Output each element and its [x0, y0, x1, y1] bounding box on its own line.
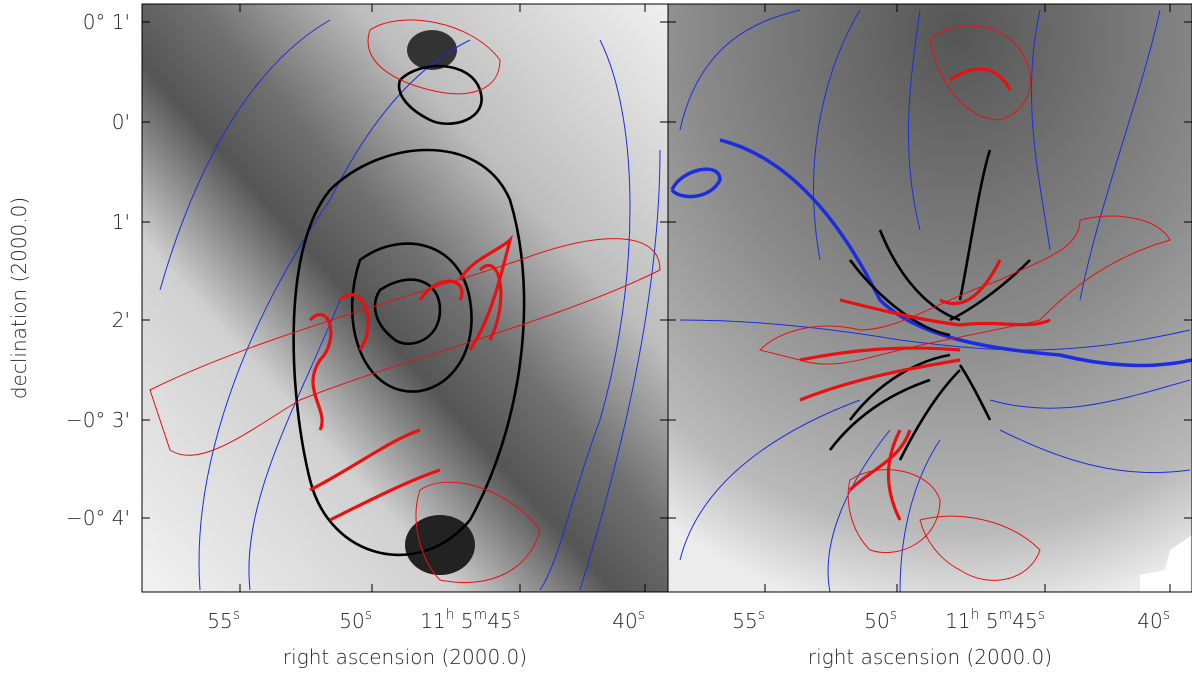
tick-number: 55	[207, 609, 232, 633]
x-tick-label: 40s	[612, 607, 645, 633]
tick-number: 55	[732, 609, 757, 633]
x-tick-label: 11h 5m45s	[420, 607, 520, 633]
x-axis-label: right ascension (2000.0)	[808, 645, 1052, 669]
tick-number: 5	[980, 609, 999, 633]
tick-unit: s	[638, 607, 645, 623]
tick-unit: s	[758, 607, 765, 623]
tick-number: 50	[339, 609, 364, 633]
tick-number: 11	[420, 609, 445, 633]
tick-number: 50	[864, 609, 889, 633]
tick-unit: s	[1163, 607, 1170, 623]
y-tick-label: −0° 3'	[66, 408, 130, 432]
tick-unit: s	[890, 607, 897, 623]
tick-unit: s	[1038, 607, 1045, 623]
x-tick-label: 55s	[207, 607, 240, 633]
page: {"y_axis": {"label": "declination (2000.…	[0, 0, 1192, 678]
y-tick-label: −0° 4'	[66, 506, 130, 530]
tick-number: 11	[945, 609, 970, 633]
tick-unit: s	[365, 607, 372, 623]
right-image	[668, 4, 1192, 592]
tick-unit: h	[446, 607, 455, 623]
tick-number: 45	[1012, 609, 1037, 633]
x-tick-label: 11h 5m45s	[945, 607, 1045, 633]
figure: declination (2000.0) right ascension (20…	[0, 0, 1192, 678]
y-tick-label: 0'	[112, 110, 130, 134]
tick-number: 40	[1137, 609, 1162, 633]
tick-unit: h	[971, 607, 980, 623]
x-tick-label: 55s	[732, 607, 765, 633]
left-image	[142, 4, 668, 592]
x-tick-label: 50s	[864, 607, 897, 633]
x-axis-label: right ascension (2000.0)	[283, 645, 527, 669]
tick-unit: m	[474, 607, 488, 623]
x-tick-label: 50s	[339, 607, 372, 633]
tick-unit: s	[233, 607, 240, 623]
y-axis-label: declination (2000.0)	[7, 197, 31, 399]
tick-unit: m	[999, 607, 1013, 623]
tick-number: 40	[612, 609, 637, 633]
y-tick-label: 2'	[112, 308, 130, 332]
tick-number: 45	[487, 609, 512, 633]
x-tick-label: 40s	[1137, 607, 1170, 633]
y-tick-label: 0° 1'	[83, 10, 130, 34]
tick-unit: s	[513, 607, 520, 623]
y-tick-label: 1'	[112, 210, 130, 234]
tick-number: 5	[455, 609, 474, 633]
